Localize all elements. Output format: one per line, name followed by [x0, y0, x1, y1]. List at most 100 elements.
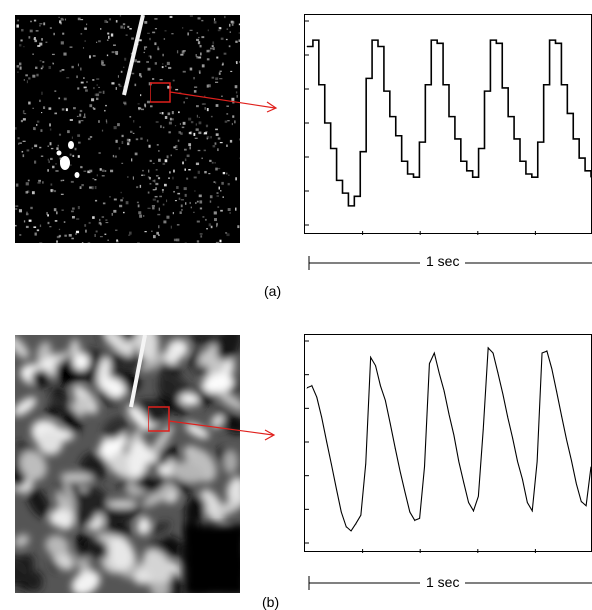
- panel-label-a: (a): [264, 283, 282, 299]
- data-point: [407, 173, 408, 175]
- data-point: [525, 173, 527, 175]
- data-point: [549, 39, 550, 41]
- data-point: [502, 394, 504, 396]
- data-point: [458, 460, 460, 462]
- arrow-a: [150, 82, 278, 113]
- data-point: [399, 470, 401, 471]
- data-point: [342, 192, 343, 194]
- data-point: [566, 438, 567, 440]
- scale-label-b: 1 sec: [420, 574, 466, 590]
- data-point: [507, 116, 509, 118]
- data-point: [507, 416, 509, 418]
- data-point: [490, 39, 491, 41]
- data-point: [519, 160, 521, 162]
- data-point: [572, 138, 574, 140]
- data-point: [331, 463, 332, 465]
- data-point: [561, 416, 563, 418]
- data-point: [448, 413, 450, 414]
- data-point: [517, 460, 518, 462]
- data-point: [394, 447, 396, 449]
- data-point: [484, 90, 485, 92]
- data-point: [442, 84, 444, 86]
- data-point: [537, 141, 539, 143]
- data-point: [384, 400, 386, 402]
- data-point: [580, 501, 582, 503]
- plot-b-svg: [305, 340, 592, 553]
- data-point: [383, 90, 385, 92]
- data-point: [575, 482, 577, 484]
- plot-a: [304, 14, 592, 235]
- data-point: [543, 84, 545, 86]
- data-point: [585, 504, 587, 506]
- data-point: [468, 501, 469, 503]
- data-point: [473, 511, 474, 512]
- data-point: [409, 511, 411, 512]
- data-point: [312, 39, 314, 41]
- data-point: [375, 365, 376, 367]
- data-point: [531, 176, 533, 178]
- data-point: [497, 372, 499, 373]
- data-point: [531, 511, 533, 512]
- data-point: [453, 435, 455, 437]
- data-point: [536, 460, 538, 462]
- data-point: [318, 84, 320, 86]
- data-point: [424, 84, 426, 86]
- data-point: [487, 346, 489, 348]
- data-point: [336, 179, 337, 181]
- data-point: [430, 39, 432, 41]
- data-point: [306, 46, 308, 47]
- data-point: [359, 151, 361, 153]
- data-point: [311, 384, 313, 386]
- data-point: [571, 460, 572, 462]
- data-point: [306, 387, 308, 389]
- data-point: [433, 353, 435, 355]
- data-point: [377, 46, 379, 47]
- data-point: [513, 138, 515, 140]
- data-point: [555, 42, 556, 44]
- data-point: [324, 122, 326, 124]
- data-point: [590, 176, 592, 178]
- data-point: [355, 523, 357, 525]
- arrow-b: [148, 406, 276, 441]
- data-point: [454, 138, 456, 140]
- data-point: [477, 495, 479, 497]
- data-point: [340, 511, 342, 512]
- data-point: [551, 369, 553, 370]
- data-point: [330, 148, 332, 149]
- data-point: [526, 501, 528, 503]
- data-point: [541, 353, 543, 355]
- data-point: [348, 205, 349, 207]
- data-point: [414, 520, 416, 522]
- data-point: [419, 517, 421, 519]
- data-point: [404, 492, 406, 493]
- data-point: [335, 488, 337, 490]
- data-point: [578, 157, 580, 159]
- scale-label-a: 1 sec: [420, 253, 466, 269]
- data-point: [380, 384, 381, 386]
- data-point: [424, 466, 425, 468]
- data-point: [401, 160, 403, 162]
- data-point: [546, 350, 548, 351]
- data-point: [482, 428, 484, 430]
- data-point: [438, 372, 440, 373]
- data-point: [321, 416, 323, 418]
- data-point: [472, 176, 474, 178]
- data-point: [365, 77, 367, 79]
- data-point: [345, 526, 347, 528]
- data-point: [566, 113, 568, 114]
- data-point: [419, 141, 420, 143]
- data-point: [448, 116, 450, 118]
- data-point: [556, 391, 558, 392]
- plot-b: [304, 334, 592, 553]
- data-point: [353, 195, 355, 197]
- data-point: [501, 87, 503, 89]
- data-point: [584, 170, 586, 172]
- data-point: [463, 482, 465, 484]
- data-point: [478, 148, 479, 149]
- data-point: [512, 438, 514, 440]
- data-point: [316, 397, 318, 399]
- data-point: [590, 466, 592, 468]
- data-point: [443, 391, 445, 392]
- data-point: [413, 176, 414, 178]
